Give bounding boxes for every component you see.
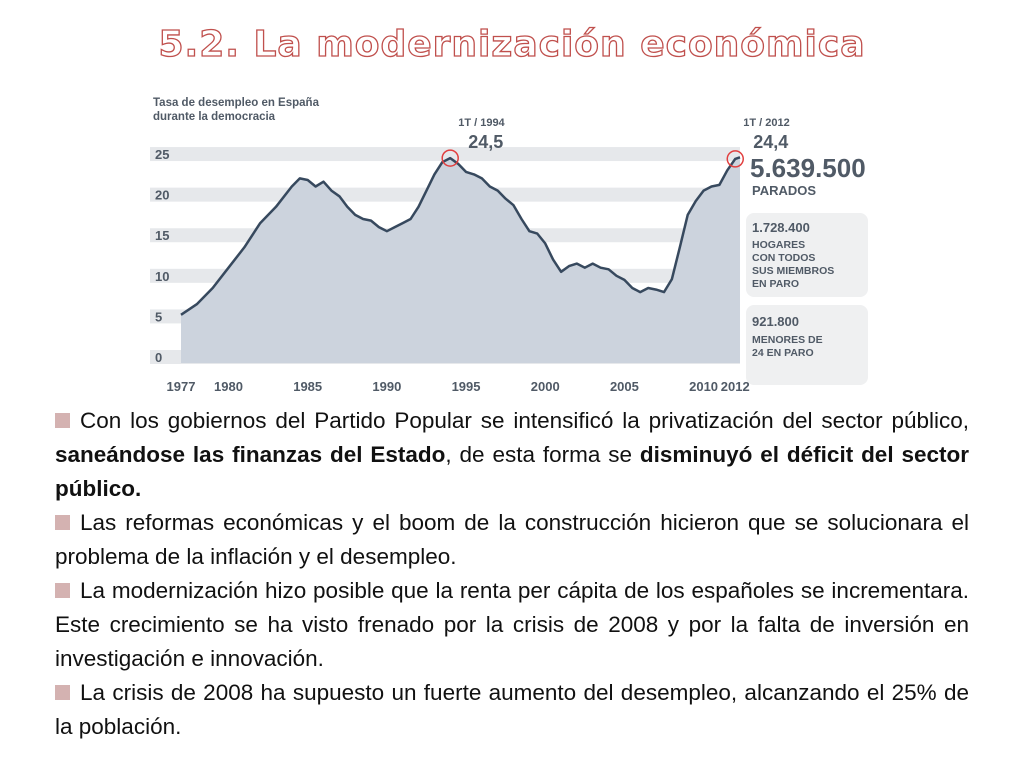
bullet-list: Con los gobiernos del Partido Popular se…	[55, 404, 969, 744]
bullet-square-icon	[55, 583, 70, 598]
slide-title: 5.2. La modernización económica	[158, 23, 866, 65]
bullet-square-icon	[55, 685, 70, 700]
stat-hogares-number: 1.728.400	[752, 220, 810, 235]
stat-hogares-line: CON TODOS	[752, 252, 815, 264]
stat-hogares-line: EN PARO	[752, 278, 799, 290]
y-tick-label: 25	[155, 147, 169, 162]
stat-menores-line: MENORES DE	[752, 334, 823, 346]
y-tick-label: 10	[155, 269, 169, 284]
x-tick-label: 2012	[721, 379, 750, 394]
y-tick-label: 15	[155, 228, 169, 243]
stat-hogares-line: HOGARES	[752, 239, 805, 251]
stat-box-menores	[746, 305, 868, 385]
chart-title: Tasa de desempleo en España	[153, 97, 320, 109]
bullet-item: Las reformas económicas y el boom de la …	[55, 510, 969, 569]
stat-menores-line: 24 EN PARO	[752, 347, 814, 359]
grid-band	[150, 147, 740, 162]
unemployment-chart: 0 5 10 15 20 25 1977 1980 1985 1990 1995 2000 2005 2…	[150, 97, 868, 394]
y-tick-label: 0	[155, 350, 162, 365]
stat-parados-number: 5.639.500	[750, 153, 866, 183]
bullet-square-icon	[55, 515, 70, 530]
x-tick-label: 2010	[689, 379, 718, 394]
annotation-label: 1T / 1994	[458, 117, 505, 129]
bullet-square-icon	[55, 413, 70, 428]
chart-subtitle: durante la democracia	[153, 111, 276, 123]
y-tick-label: 20	[155, 188, 169, 203]
peak-highlight-circle	[726, 150, 744, 168]
svg-text:HOGARES CON TODOS SUS: HOGARES CON TODOS SUS MIEMBROS EN PARO	[752, 239, 837, 290]
bullet-item: La modernización hizo posible que la ren…	[55, 578, 969, 671]
x-tick-label: 2000	[531, 379, 560, 394]
annotation-label: 1T / 2012	[743, 117, 789, 129]
annotation-value: 24,5	[468, 132, 503, 152]
unemployment-line	[180, 156, 741, 316]
bullet-item: Con los gobiernos del Partido Popular se…	[55, 408, 969, 501]
annotation-value: 24,4	[753, 132, 788, 152]
x-tick-label: 1980	[214, 379, 243, 394]
bullet-item: La crisis de 2008 ha supuesto un fuerte …	[55, 680, 969, 739]
x-tick-label: 1985	[293, 379, 322, 394]
svg-text:MENORES DE 24 EN PARO: MENORES DE 24 EN PARO	[752, 334, 826, 359]
x-tick-label: 1977	[167, 379, 196, 394]
x-tick-label: 1990	[372, 379, 401, 394]
peak-highlight-circle	[441, 149, 459, 167]
stat-menores-number: 921.800	[752, 314, 799, 329]
x-tick-label: 1995	[452, 379, 481, 394]
stat-hogares-line: SUS MIEMBROS	[752, 265, 834, 277]
stat-parados-label: PARADOS	[752, 183, 816, 198]
y-tick-label: 5	[155, 309, 162, 324]
x-tick-label: 2005	[610, 379, 639, 394]
unemployment-area	[181, 157, 740, 363]
stat-box-hogares	[746, 213, 868, 297]
